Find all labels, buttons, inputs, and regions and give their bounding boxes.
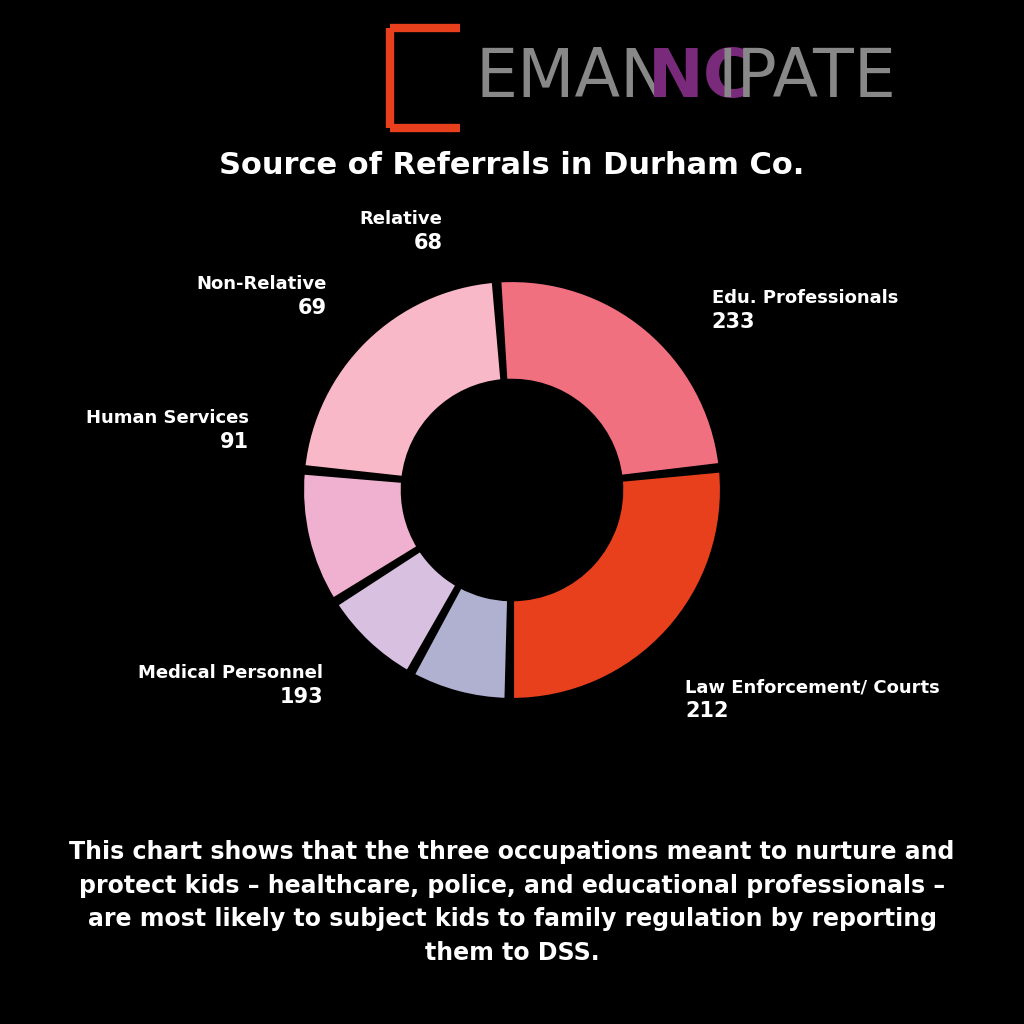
Text: 212: 212 [685, 701, 728, 721]
Text: IPATE: IPATE [718, 45, 897, 111]
Text: 193: 193 [280, 687, 324, 707]
Text: 233: 233 [712, 312, 755, 332]
Text: Relative: Relative [359, 210, 442, 228]
Text: EMAN: EMAN [475, 45, 670, 111]
Text: This chart shows that the three occupations meant to nurture and
protect kids – : This chart shows that the three occupati… [70, 840, 954, 965]
Wedge shape [500, 280, 721, 477]
Text: Source of Referrals in Durham Co.: Source of Referrals in Durham Co. [219, 151, 805, 179]
Text: 68: 68 [414, 233, 442, 253]
Text: NC: NC [648, 45, 753, 111]
Text: 69: 69 [298, 298, 327, 317]
Text: Medical Personnel: Medical Personnel [138, 664, 324, 682]
Wedge shape [302, 472, 419, 600]
Text: Non-Relative: Non-Relative [197, 274, 327, 293]
Text: Edu. Professionals: Edu. Professionals [712, 289, 898, 307]
Wedge shape [413, 586, 509, 700]
Wedge shape [303, 281, 503, 478]
Wedge shape [336, 550, 458, 673]
Wedge shape [512, 470, 722, 700]
Text: Law Enforcement/ Courts: Law Enforcement/ Courts [685, 678, 940, 696]
Text: Human Services: Human Services [86, 409, 249, 427]
Text: 91: 91 [220, 431, 249, 452]
